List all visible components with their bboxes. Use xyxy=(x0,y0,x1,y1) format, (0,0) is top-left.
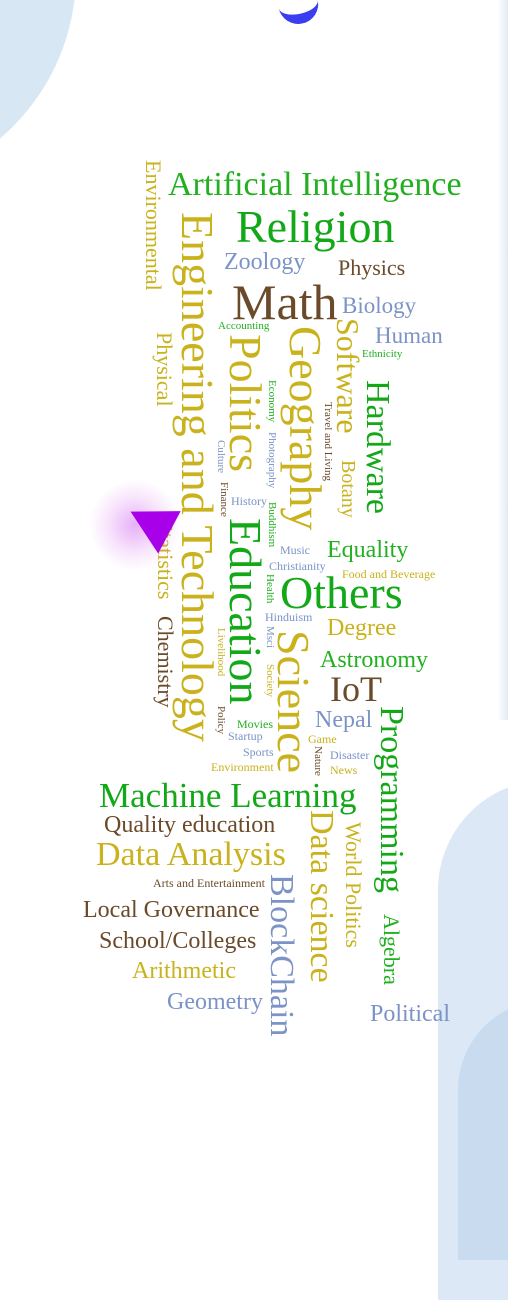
word-physics[interactable]: Physics xyxy=(338,255,406,280)
word-blockchain[interactable]: BlockChain xyxy=(263,874,300,1037)
word-science[interactable]: Science xyxy=(268,630,319,774)
word-environmental[interactable]: Environmental xyxy=(141,160,166,291)
word-photography[interactable]: Photography xyxy=(266,432,278,489)
word-accounting[interactable]: Accounting xyxy=(218,320,270,332)
background-edge-right xyxy=(498,0,508,720)
word-history[interactable]: History xyxy=(231,494,267,508)
word-music[interactable]: Music xyxy=(280,543,310,557)
cursor-glow xyxy=(90,480,180,570)
word-astronomy[interactable]: Astronomy xyxy=(320,647,428,673)
word-msci[interactable]: Msci xyxy=(264,626,276,648)
word-politics[interactable]: Politics xyxy=(220,334,271,473)
word-religion[interactable]: Religion xyxy=(236,201,395,252)
word-biology[interactable]: Biology xyxy=(342,293,417,318)
word-degree[interactable]: Degree xyxy=(327,615,397,641)
word-software[interactable]: Software xyxy=(330,318,366,434)
word-arts-and-entertainment[interactable]: Arts and Entertainment xyxy=(153,876,265,890)
word-disaster[interactable]: Disaster xyxy=(330,748,370,762)
word-machine-learning[interactable]: Machine Learning xyxy=(99,776,357,815)
word-iot[interactable]: IoT xyxy=(330,669,382,709)
word-economy[interactable]: Economy xyxy=(266,380,278,423)
word-equality[interactable]: Equality xyxy=(327,537,409,563)
word-statistics[interactable]: Statistics xyxy=(153,520,178,600)
word-math[interactable]: Math xyxy=(232,274,338,330)
word-nature[interactable]: Nature xyxy=(312,746,324,776)
word-artificial-intelligence[interactable]: Artificial Intelligence xyxy=(168,166,462,203)
word-geography[interactable]: Geography xyxy=(280,326,331,531)
word-environment[interactable]: Environment xyxy=(211,760,274,774)
word-livelihood[interactable]: Livelihood xyxy=(215,628,227,677)
word-christianity[interactable]: Christianity xyxy=(269,559,326,573)
word-movies[interactable]: Movies xyxy=(237,717,273,731)
word-school-colleges[interactable]: School/Colleges xyxy=(99,928,257,954)
word-engineering-and-technology[interactable]: Engineering and Technology xyxy=(172,212,223,742)
word-quality-education[interactable]: Quality education xyxy=(104,812,276,838)
word-nepal[interactable]: Nepal xyxy=(315,707,373,733)
word-algebra[interactable]: Algebra xyxy=(379,914,404,985)
word-society[interactable]: Society xyxy=(264,664,276,697)
word-news[interactable]: News xyxy=(330,763,358,777)
word-policy[interactable]: Policy xyxy=(215,706,227,735)
word-geometry[interactable]: Geometry xyxy=(167,989,263,1015)
word-data-analysis[interactable]: Data Analysis xyxy=(96,836,286,873)
word-world-politics[interactable]: World Politics xyxy=(341,822,366,948)
word-ethnicity[interactable]: Ethnicity xyxy=(362,348,403,360)
word-education[interactable]: Education xyxy=(220,518,271,705)
word-finance[interactable]: Finance xyxy=(218,482,230,517)
word-culture[interactable]: Culture xyxy=(215,440,227,473)
word-travel-and-living[interactable]: Travel and Living xyxy=(322,402,334,482)
word-sports[interactable]: Sports xyxy=(243,745,274,759)
word-hardware[interactable]: Hardware xyxy=(359,380,396,515)
word-buddhism[interactable]: Buddhism xyxy=(266,502,278,548)
word-programming[interactable]: Programming xyxy=(373,706,410,893)
word-hinduism[interactable]: Hinduism xyxy=(265,610,313,624)
word-chemistry[interactable]: Chemistry xyxy=(153,616,178,708)
word-arithmetic[interactable]: Arithmetic xyxy=(132,958,236,984)
word-physical[interactable]: Physical xyxy=(152,332,177,407)
word-botany[interactable]: Botany xyxy=(337,460,359,518)
word-food-and-beverage[interactable]: Food and Beverage xyxy=(342,567,436,581)
word-game[interactable]: Game xyxy=(308,732,337,746)
word-zoology[interactable]: Zoology xyxy=(224,249,306,275)
word-data-science[interactable]: Data science xyxy=(303,810,340,983)
word-others[interactable]: Others xyxy=(280,567,403,618)
word-startup[interactable]: Startup xyxy=(228,729,263,743)
word-cloud: Artificial Intelligence Religion Zoology… xyxy=(83,160,462,1037)
word-health[interactable]: Health xyxy=(264,574,276,604)
word-human[interactable]: Human xyxy=(375,323,443,348)
word-political[interactable]: Political xyxy=(370,1001,450,1027)
word-local-governance[interactable]: Local Governance xyxy=(83,897,260,923)
